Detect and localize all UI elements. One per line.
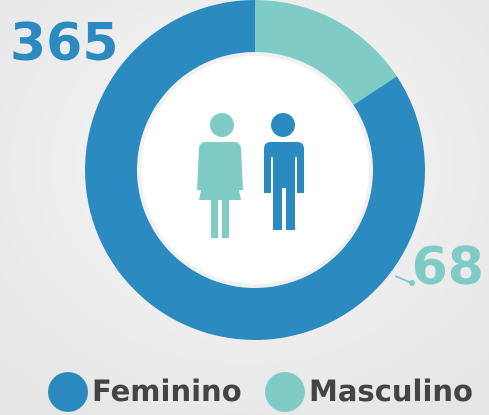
data-label: 365: [10, 13, 119, 73]
legend-swatch: [265, 372, 305, 412]
slice: [85, 0, 425, 340]
legend-label: Feminino: [92, 374, 242, 408]
donut-center: [141, 56, 369, 284]
female-icon: [197, 113, 243, 238]
legend-swatch: [48, 372, 88, 412]
donut: [85, 0, 425, 340]
leader-line: [394, 275, 413, 284]
legend-label: Masculino: [309, 374, 473, 408]
leader-dot: [409, 280, 415, 286]
slice: [255, 0, 397, 105]
labels: 365 Feminino 68 Masculino: [10, 13, 484, 412]
data-label: 68: [412, 237, 484, 297]
male-icon: [264, 113, 304, 230]
